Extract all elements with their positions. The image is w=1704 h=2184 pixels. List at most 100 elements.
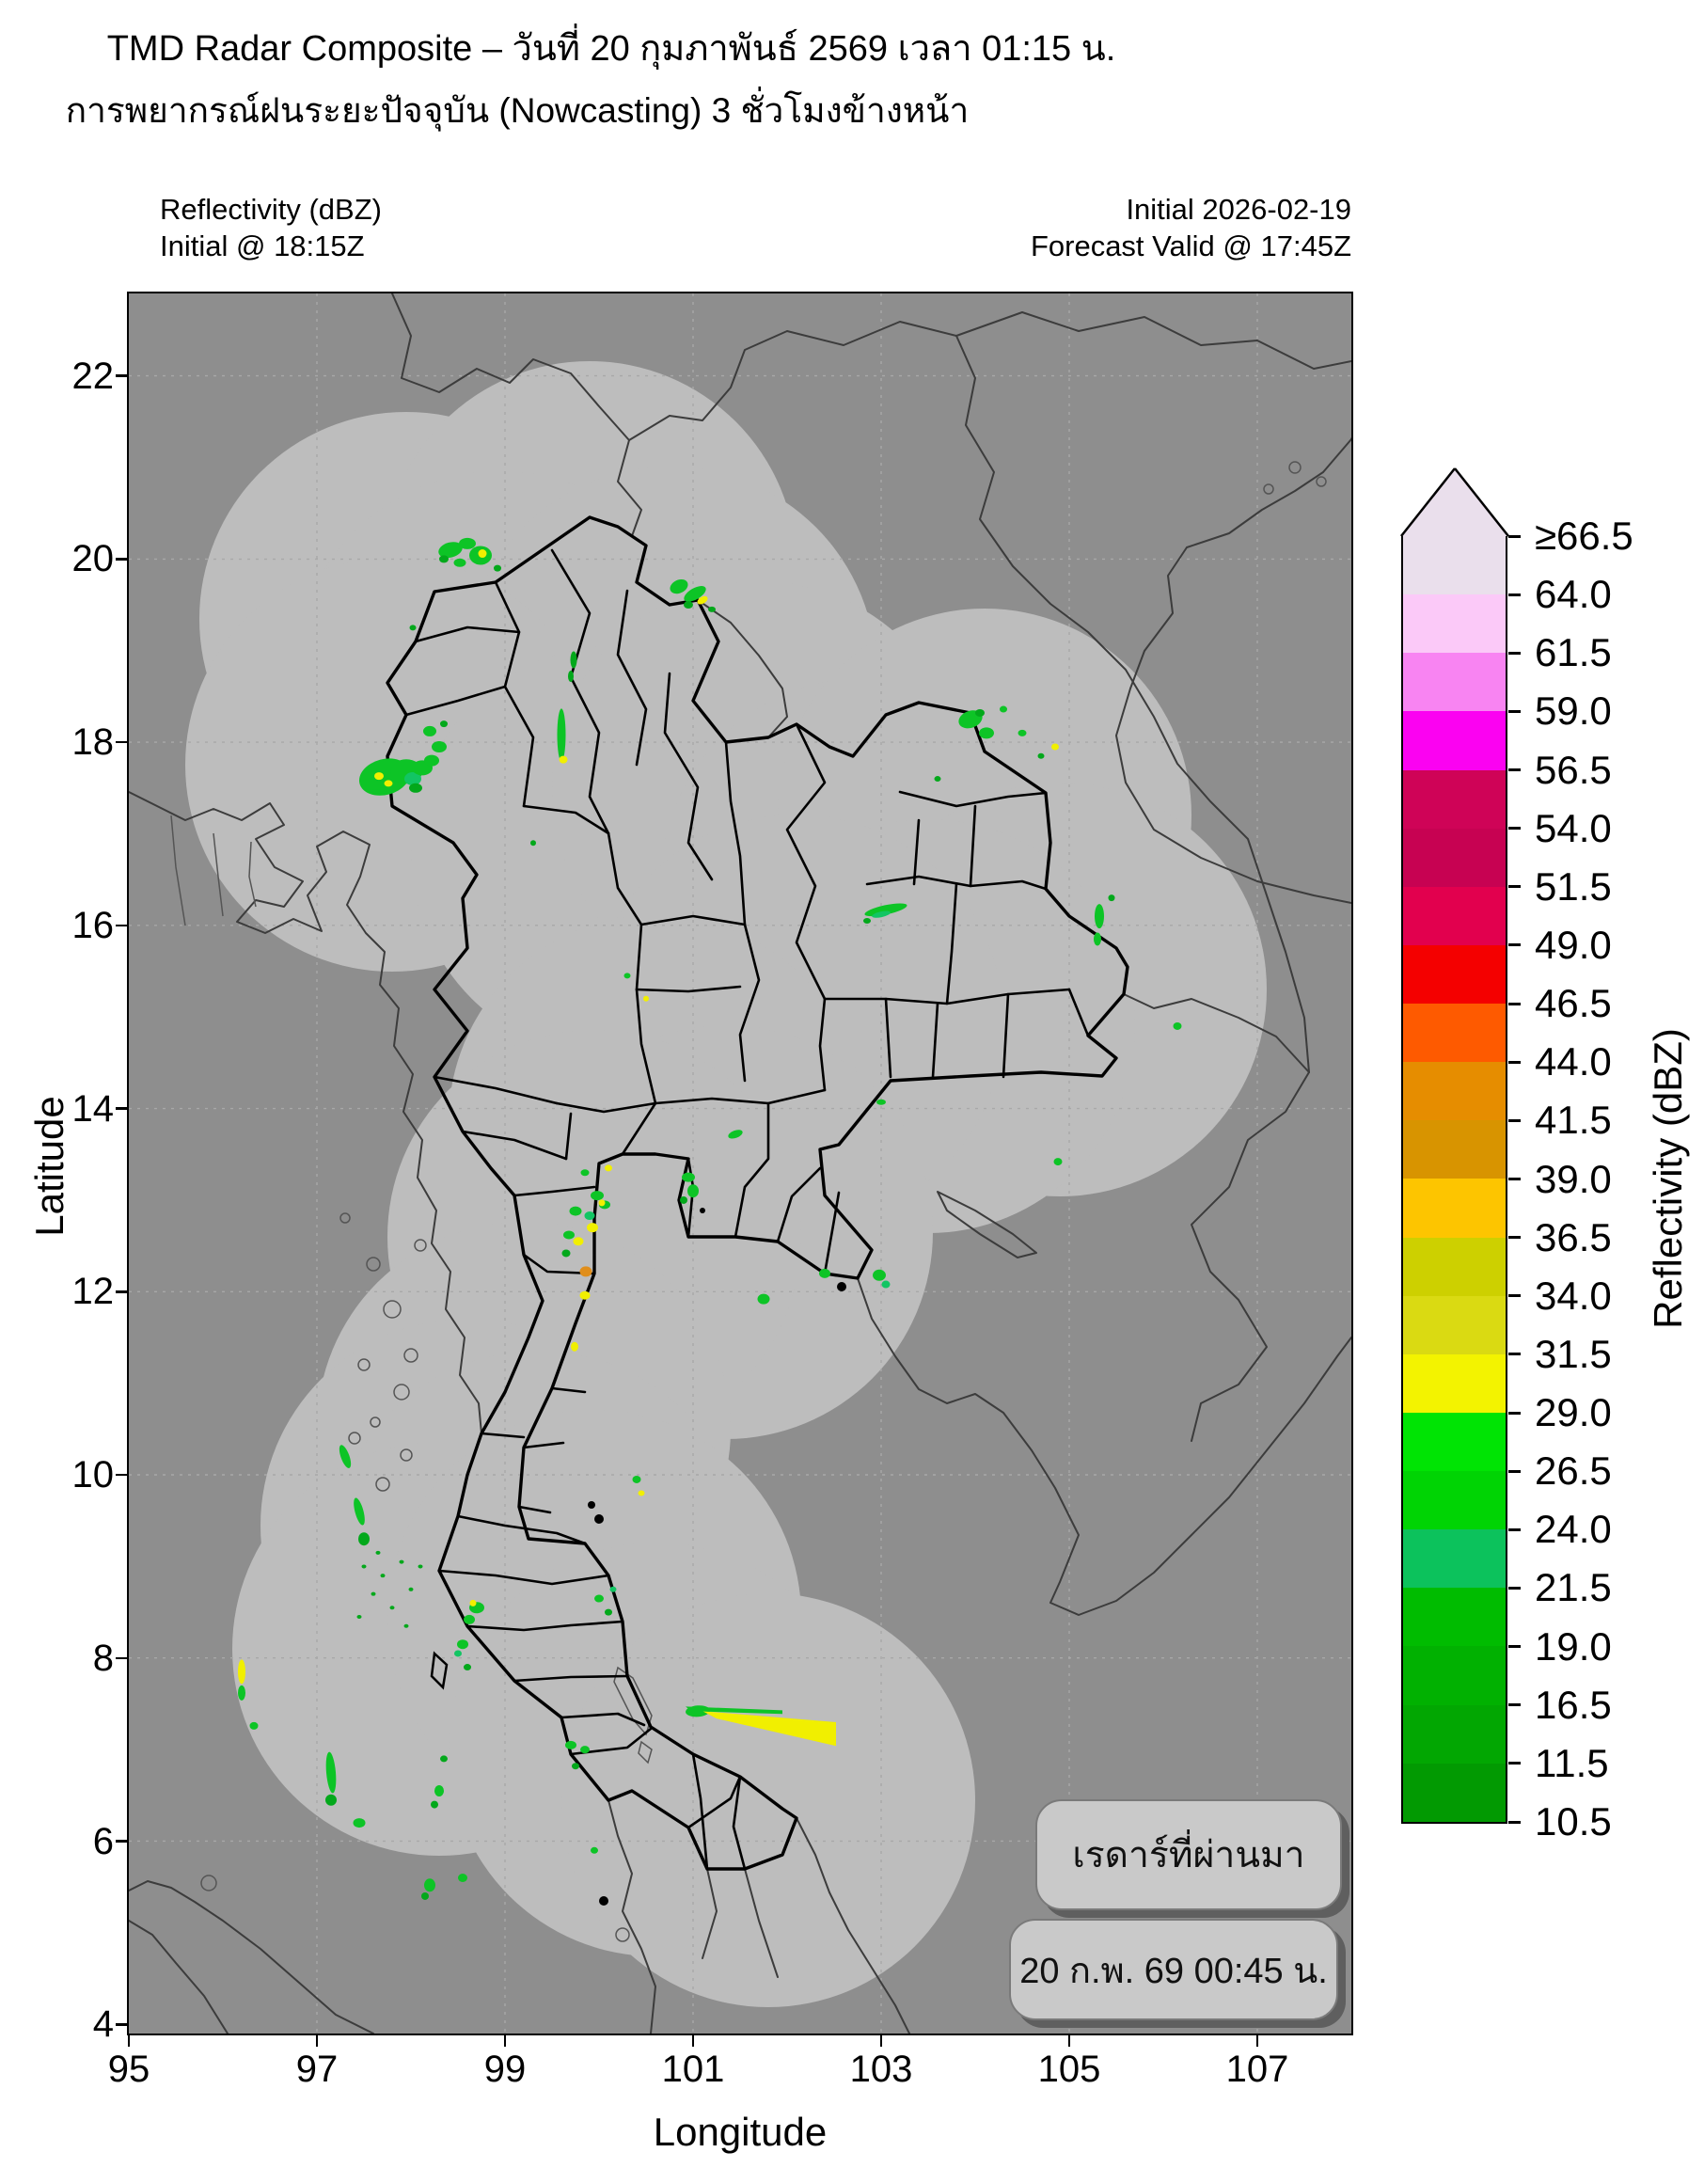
x-tick (127, 2035, 131, 2047)
colorbar-band (1403, 1646, 1506, 1705)
colorbar-band (1403, 536, 1506, 595)
colorbar-tick-label: 44.0 (1535, 1039, 1612, 1084)
x-tick (315, 2035, 319, 2047)
colorbar-tick-label: 26.5 (1535, 1448, 1612, 1494)
colorbar-band (1403, 1588, 1506, 1647)
radar-echo (409, 783, 422, 793)
colorbar-tick-label: 49.0 (1535, 922, 1612, 967)
y-tick-label: 22 (71, 355, 115, 397)
radar-echo (325, 1751, 337, 1794)
radar-echo (605, 1164, 612, 1172)
y-tick (116, 2023, 127, 2026)
graticule (129, 293, 1351, 2034)
radar-echo (424, 1878, 435, 1892)
radar-echo (638, 1490, 645, 1496)
colorbar-band (1403, 769, 1506, 829)
x-tick (1067, 2035, 1071, 2047)
radar-echo (339, 1445, 352, 1468)
radar-echo (569, 1206, 582, 1216)
colorbar-tick (1508, 1586, 1521, 1590)
radar-echo (573, 1237, 584, 1246)
colorbar-tick-label: 56.5 (1535, 747, 1612, 792)
radar-echo (876, 1099, 886, 1105)
y-tick (116, 1290, 127, 1293)
province-boundaries (404, 548, 1090, 1871)
radar-echo (459, 537, 476, 549)
colorbar-tick (1508, 1178, 1521, 1180)
y-tick (116, 1107, 127, 1110)
radar-echo (366, 776, 385, 790)
y-tick-label: 20 (71, 538, 115, 580)
colorbar-tick (1508, 1118, 1521, 1122)
radar-echo (643, 995, 649, 1002)
annotation-initial-time: Initial @ 18:15Z (160, 229, 365, 262)
colorbar-tick-label: 16.5 (1535, 1682, 1612, 1727)
x-tick-label: 103 (849, 2049, 913, 2090)
y-tick-label: 16 (71, 904, 115, 946)
radar-echo (353, 1818, 366, 1828)
radar-echo (458, 1874, 467, 1883)
y-tick (116, 1656, 127, 1660)
radar-echo (423, 725, 436, 736)
colorbar-tick-label: 59.0 (1535, 688, 1612, 734)
y-tick (116, 740, 127, 744)
radar-echo (708, 606, 716, 612)
radar-echo (1053, 1158, 1063, 1166)
radar-coverage (185, 361, 1267, 2007)
radar-echo (408, 1587, 414, 1591)
radar-echo (464, 1664, 471, 1671)
colorbar-band (1403, 1062, 1506, 1121)
x-tick-label: 101 (661, 2049, 725, 2090)
y-tick-label: 18 (71, 721, 115, 764)
radar-timestamp-badge: 20 ก.พ. 69 00:45 น. (1009, 1919, 1338, 2020)
radar-map (129, 293, 1351, 2034)
radar-echo (454, 1650, 462, 1657)
radar-echo (361, 1564, 367, 1569)
x-tick-label: 95 (107, 2049, 150, 2090)
radar-echo (1095, 904, 1104, 929)
radar-echo (453, 558, 466, 567)
colorbar-tick-label: ≥66.5 (1535, 514, 1633, 558)
colorbar-tick-label: 61.5 (1535, 630, 1612, 675)
colorbar-band (1403, 711, 1506, 770)
radar-echo (682, 1172, 695, 1182)
colorbar-tick (1508, 1411, 1521, 1415)
radar-echo (594, 1594, 604, 1603)
colorbar-tick-label: 24.0 (1535, 1507, 1612, 1552)
radar-echo (439, 555, 449, 563)
colorbar-tick (1508, 1060, 1521, 1064)
y-tick (116, 374, 127, 377)
radar-echo (440, 720, 448, 728)
x-tick-label: 97 (295, 2049, 339, 2090)
radar-echo (469, 1599, 477, 1606)
radar-echo (591, 1191, 604, 1201)
x-tick (879, 2035, 883, 2047)
radar-echo (375, 1550, 381, 1555)
radar-echo (587, 1223, 598, 1233)
radar-echo (374, 772, 384, 781)
radar-echo (598, 1199, 606, 1207)
radar-echo (389, 1606, 395, 1610)
radar-echo (440, 1755, 448, 1763)
colorbar-tick-label: 11.5 (1535, 1740, 1609, 1785)
radar-echo (609, 1586, 617, 1592)
radar-echo (431, 1800, 438, 1809)
radar-echo (358, 1532, 370, 1546)
radar-echo (249, 1721, 259, 1730)
colorbar-tick-label: 39.0 (1535, 1156, 1612, 1201)
colorbar (1401, 536, 1507, 1824)
y-tick-label: 12 (71, 1271, 115, 1313)
radar-echo (873, 1269, 886, 1281)
radar-echo (399, 1559, 404, 1564)
colorbar-band (1403, 886, 1506, 945)
radar-echo (561, 1249, 571, 1258)
colorbar-band (1403, 1179, 1506, 1238)
x-tick (1255, 2035, 1259, 2047)
radar-echo (605, 1608, 612, 1616)
colorbar-tick-label: 54.0 (1535, 805, 1612, 850)
colorbar-tick (1508, 1236, 1521, 1240)
radar-echo (1094, 932, 1101, 946)
colorbar-tick (1508, 768, 1521, 772)
colorbar-tick-label: 31.5 (1535, 1331, 1612, 1376)
